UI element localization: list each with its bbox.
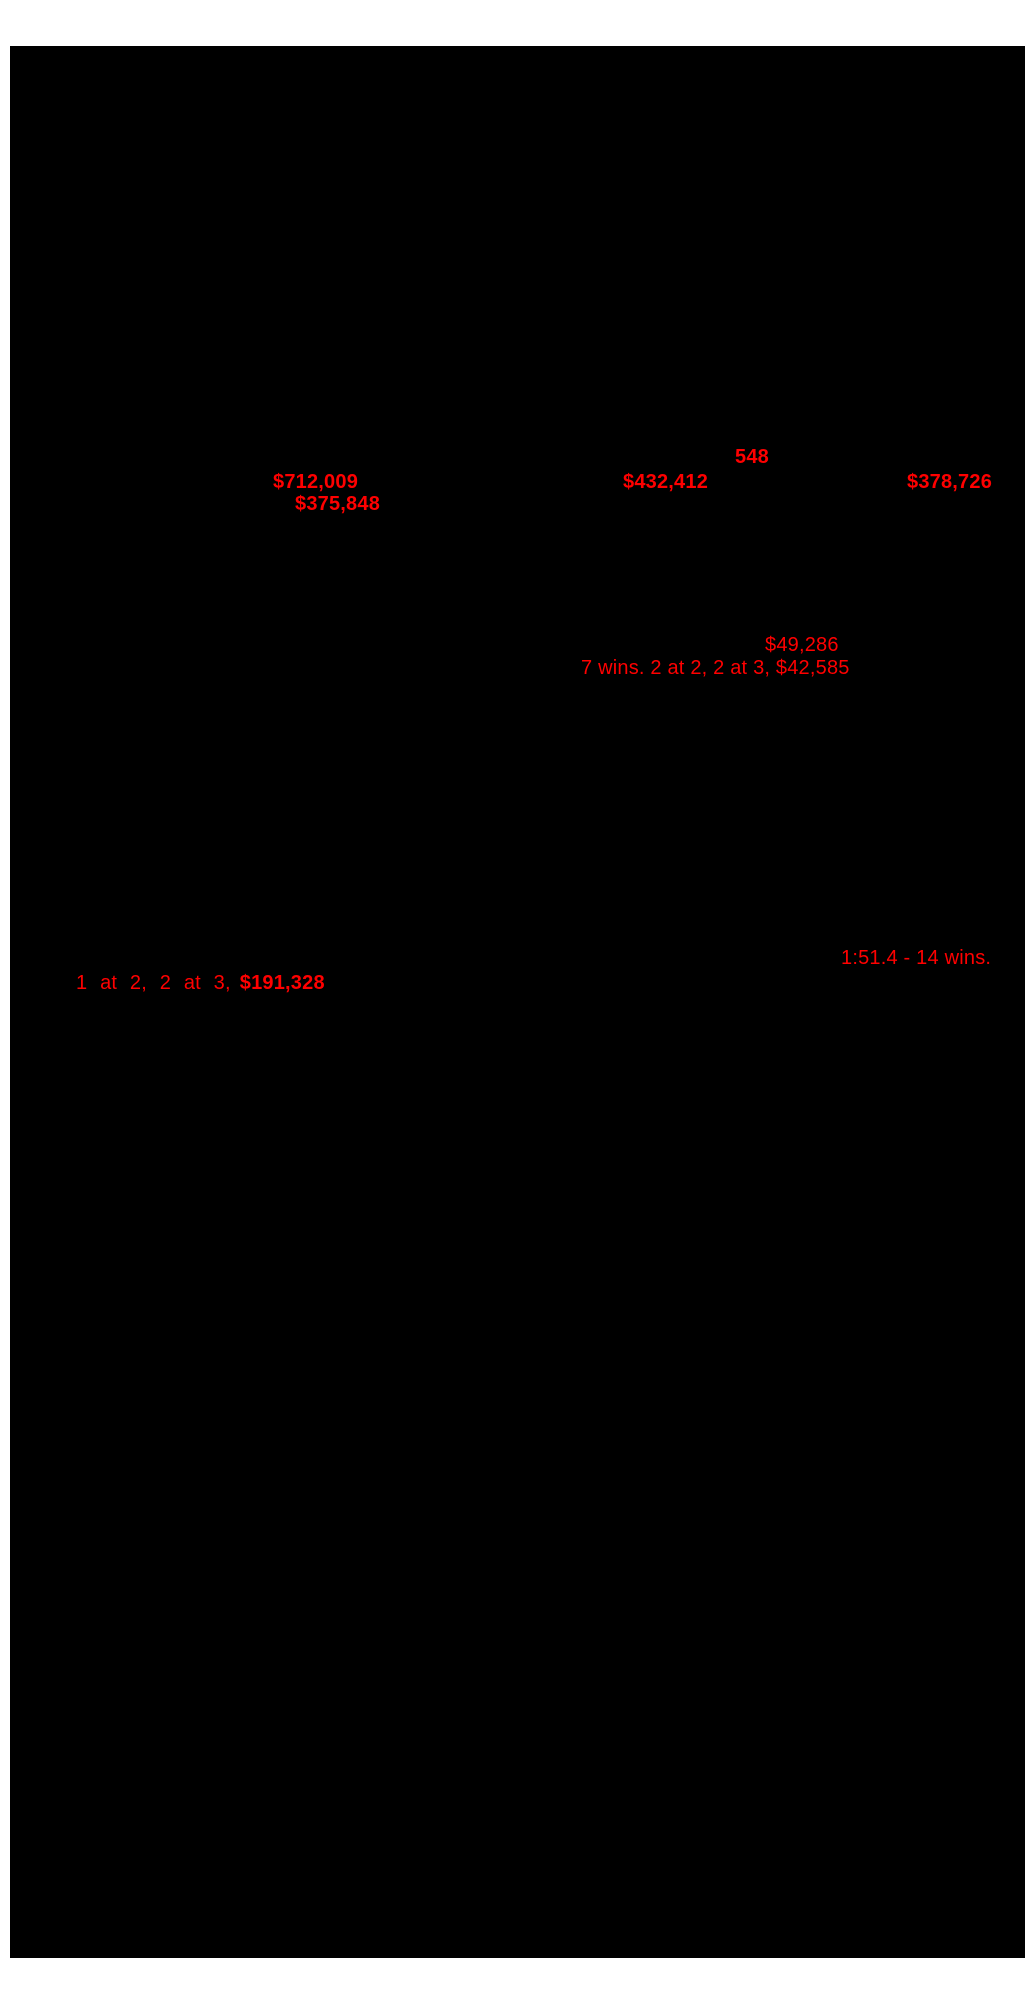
annotation-race-summary-191328: 1 at 2, 2 at 3, $191,328 xyxy=(76,973,325,993)
annotation-earnings-432412: $432,412 xyxy=(623,471,709,493)
blacked-out-page-body: 548 $712,009 $432,412 $378,726 $375,848 … xyxy=(10,46,1025,1958)
annotation-race-summary-191328-prefix: 1 at 2, 2 at 3, xyxy=(76,972,231,994)
annotation-earnings-378726: $378,726 xyxy=(907,471,993,493)
annotation-earnings-712009: $712,009 xyxy=(273,471,359,493)
annotation-earnings-375848: $375,848 xyxy=(295,493,381,515)
annotation-starts-548: 548 xyxy=(735,446,769,468)
annotation-race-summary-7-wins: 7 wins. 2 at 2, 2 at 3, $42,585 xyxy=(581,657,850,679)
annotation-race-summary-191328-amount: $191,328 xyxy=(239,972,325,994)
annotation-record-line: 1:51.4 - 14 wins. xyxy=(841,947,992,969)
annotation-earnings-49286: $49,286 xyxy=(765,634,839,656)
